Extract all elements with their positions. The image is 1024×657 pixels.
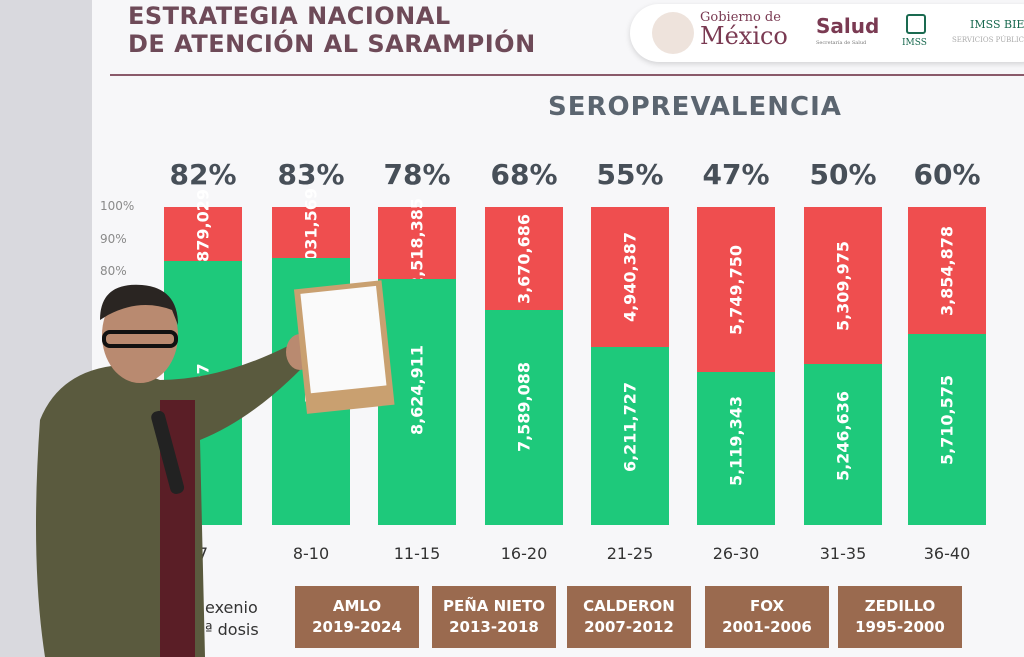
bar-segment-immune: 7,589,088 [485,310,563,525]
sexenio-name: AMLO [332,597,382,615]
sexenio-name: PEÑA NIETO [443,597,545,615]
y-tick: 80% [100,264,127,278]
title-line2: DE ATENCIÓN AL SARAMPIÓN [128,30,536,58]
bar-segment-not-immune: 5,749,750 [697,207,775,372]
category-label: 8-10 [292,544,330,563]
sexenio-box: PEÑA NIETO 2013-2018 [432,586,556,648]
bar-value-label: 5,246,636 [833,391,853,482]
sexenio-box: AMLO 2019-2024 [295,586,419,648]
category-label: 16-20 [500,544,548,563]
sexenio-years: 2001-2006 [722,618,812,636]
pct-label: 78% [383,158,451,191]
pct-label: 60% [913,158,981,191]
imss-bienestar-logo: IMSS BIEN [970,18,1024,31]
bar-segment-not-immune: 2,518,385 [378,198,456,288]
pct-label: 47% [702,158,770,191]
logos-bar: Gobierno de México Salud Secretaría de S… [630,4,1024,62]
speaker-head [102,287,178,383]
bar-value-label: 3,854,878 [937,225,957,316]
pct-label: 50% [809,158,877,191]
sexenio-box: FOX 2001-2006 [705,586,829,648]
y-tick: 100% [100,199,135,213]
bar-value-label: 6,211,727 [620,382,640,473]
bar-segment-not-immune: 1,031,569 [272,187,350,278]
bar-value-label: 5,119,343 [726,395,746,486]
gob-logo-line1: Gobierno de [700,10,781,25]
chart-title: SEROPREVALENCIA [548,92,842,122]
sexenio-name: CALDERON [583,597,675,615]
category-label: 7 [197,544,209,563]
bar-value-label: 5,710,575 [937,374,957,465]
bar-segment-immune: 5,710,575 [908,334,986,525]
category-label: 11-15 [393,544,441,563]
bar-segment-immune: 5,246,636 [804,364,882,525]
bar-value-label: 3,670,686 [514,213,534,304]
bar-segment-immune: 5,119,343 [697,372,775,525]
imss-icon [906,14,926,34]
pct-label: 55% [596,158,664,191]
sexenio-years: 2007-2012 [584,618,674,636]
imss-logo: IMSS [902,38,927,48]
category-label: 31-35 [819,544,867,563]
sexenio-box: CALDERON 2007-2012 [567,586,691,648]
seal-icon [652,12,694,54]
glasses-icon [102,330,178,348]
pct-label: 82% [169,158,237,191]
bar-value-label: 5,309,975 [833,240,853,331]
clipboard [293,280,395,414]
salud-sub: Secretaría de Salud [816,40,867,46]
sexenio-years: 1995-2000 [855,618,945,636]
bar-value-label: 5,749,750 [726,244,746,335]
speaker-hair [100,284,178,325]
bar-segment-not-immune: 4,940,387 [591,207,669,347]
title-line1: ESTRATEGIA NACIONAL [128,2,451,30]
sexenio-box: ZEDILLO 1995-2000 [838,586,962,648]
bar-segment-not-immune: 3,670,686 [485,207,563,310]
category-label: 26-30 [712,544,760,563]
bar-value-label: 2,518,385 [407,197,427,289]
bar-segment-immune: 6,211,727 [591,347,669,525]
category-label: 36-40 [923,544,971,563]
microphone-icon [151,410,185,494]
sexenio-name: ZEDILLO [864,597,936,615]
gob-logo-line2: México [700,22,788,50]
imss-bienestar-sub: SERVICIOS PÚBLICOS [952,36,1024,44]
pct-label: 83% [277,158,345,191]
sexenio-years: 2019-2024 [312,618,402,636]
bar-value-label: 4,940,387 [620,231,640,323]
sexenio-name: FOX [749,597,785,615]
row-label-dosis: ª dosis [205,620,259,639]
bar-segment-not-immune: 3,854,878 [908,207,986,334]
row-label-sexenio: exenio [205,598,258,617]
bar-value-label: 7,589,088 [514,361,534,452]
bar-segment-not-immune: 2,879,029 [164,189,242,279]
sexenio-years: 2013-2018 [449,618,539,636]
pct-label: 68% [490,158,558,191]
header-divider [110,74,1024,76]
bar-segment-not-immune: 5,309,975 [804,207,882,364]
y-tick: 90% [100,232,127,246]
speaker-photo [36,280,395,657]
salud-logo: Salud [816,14,880,38]
category-label: 21-25 [606,544,654,563]
bar-value-label: 8,624,911 [407,344,427,435]
